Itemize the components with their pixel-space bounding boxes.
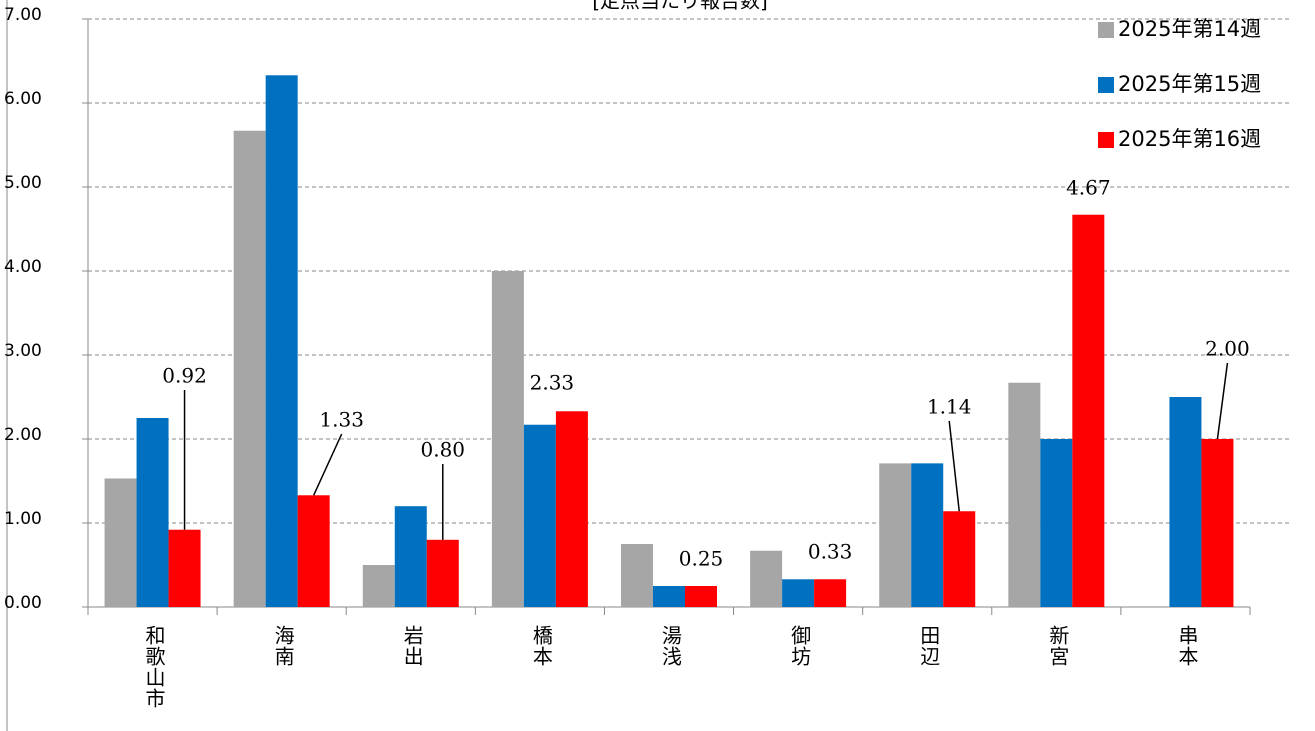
bar <box>555 411 588 607</box>
x-tick-label: 橋本 <box>529 625 553 667</box>
data-label: 0.33 <box>808 540 853 564</box>
y-tick-label: 5.00 <box>4 173 42 193</box>
bar <box>1040 439 1073 607</box>
legend-label: 2025年第14週 <box>1118 17 1261 41</box>
y-tick-label: 3.00 <box>4 341 42 361</box>
bar <box>1008 382 1041 607</box>
bar <box>523 424 556 607</box>
bar <box>653 586 685 607</box>
legend-label: 2025年第16週 <box>1118 127 1261 151</box>
legend-label: 2025年第15週 <box>1118 72 1261 96</box>
bar <box>233 130 266 607</box>
data-label: 0.92 <box>162 364 207 388</box>
bar <box>136 418 169 607</box>
leader-line <box>1216 362 1229 440</box>
data-label: 4.67 <box>1066 176 1111 200</box>
bar <box>685 586 717 607</box>
bar <box>1169 397 1202 607</box>
legend-swatch <box>1098 22 1114 38</box>
legend-swatch <box>1098 77 1114 93</box>
data-label: 0.80 <box>421 438 466 462</box>
leader-line <box>312 433 343 496</box>
bar <box>394 506 427 607</box>
x-tick-label: 御坊 <box>788 625 812 667</box>
chart-title: [定点当たり報告数] <box>592 0 768 13</box>
bar <box>911 463 944 607</box>
x-tick-label: 岩出 <box>400 625 424 667</box>
data-label: 1.33 <box>319 408 364 432</box>
bar <box>782 579 815 607</box>
y-tick-label: 2.00 <box>4 425 42 445</box>
bar <box>879 463 912 607</box>
data-label: 1.14 <box>927 395 972 419</box>
x-tick-label: 和歌山市 <box>142 625 166 709</box>
bar <box>265 75 298 607</box>
x-tick-label: 湯浅 <box>659 625 683 667</box>
x-tick-label: 海南 <box>271 625 295 667</box>
bar <box>362 565 395 607</box>
bar <box>168 529 201 607</box>
y-tick-label: 6.00 <box>4 89 42 109</box>
bar <box>943 511 976 607</box>
legend-swatch <box>1098 132 1114 148</box>
x-tick-label: 田辺 <box>917 625 941 667</box>
leader-line <box>948 420 960 512</box>
y-tick-label: 4.00 <box>4 257 42 277</box>
data-label: 0.25 <box>679 547 724 571</box>
bar <box>750 550 783 607</box>
y-tick-label: 7.00 <box>4 5 42 25</box>
bar <box>426 539 459 607</box>
bar <box>104 478 137 607</box>
data-label: 2.33 <box>530 371 575 395</box>
x-tick-label: 新宮 <box>1046 625 1070 667</box>
bar <box>491 271 524 607</box>
bar <box>1072 214 1105 607</box>
y-tick-label: 1.00 <box>4 509 42 529</box>
bar <box>297 495 330 607</box>
bar <box>621 544 653 607</box>
bar <box>1201 439 1234 607</box>
bar <box>814 579 847 607</box>
y-tick-label: 0.00 <box>4 593 42 613</box>
data-label: 2.00 <box>1205 337 1250 361</box>
x-tick-label: 串本 <box>1175 625 1199 667</box>
